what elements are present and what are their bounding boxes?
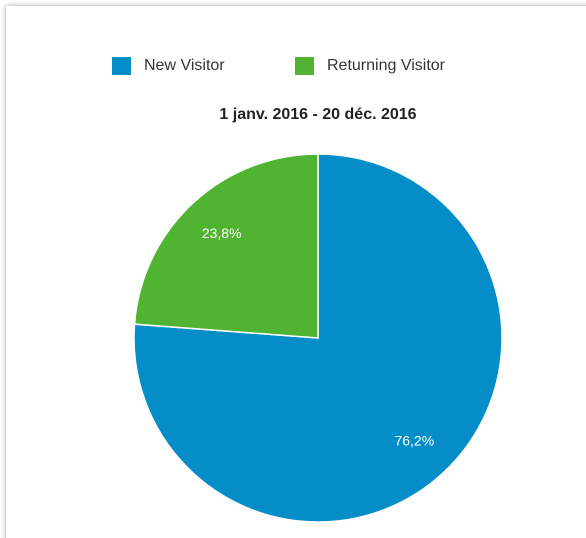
legend-swatch [295, 57, 314, 75]
legend-swatch [112, 57, 131, 75]
value-label: 23,8% [202, 225, 242, 241]
legend-label: Returning Visitor [327, 57, 446, 74]
legend-label: New Visitor [144, 57, 225, 74]
pie-slice [133, 153, 319, 339]
pie-slice [133, 153, 503, 523]
chart-title: 1 janv. 2016 - 20 déc. 2016 [219, 106, 416, 123]
value-label: 76,2% [394, 433, 434, 449]
